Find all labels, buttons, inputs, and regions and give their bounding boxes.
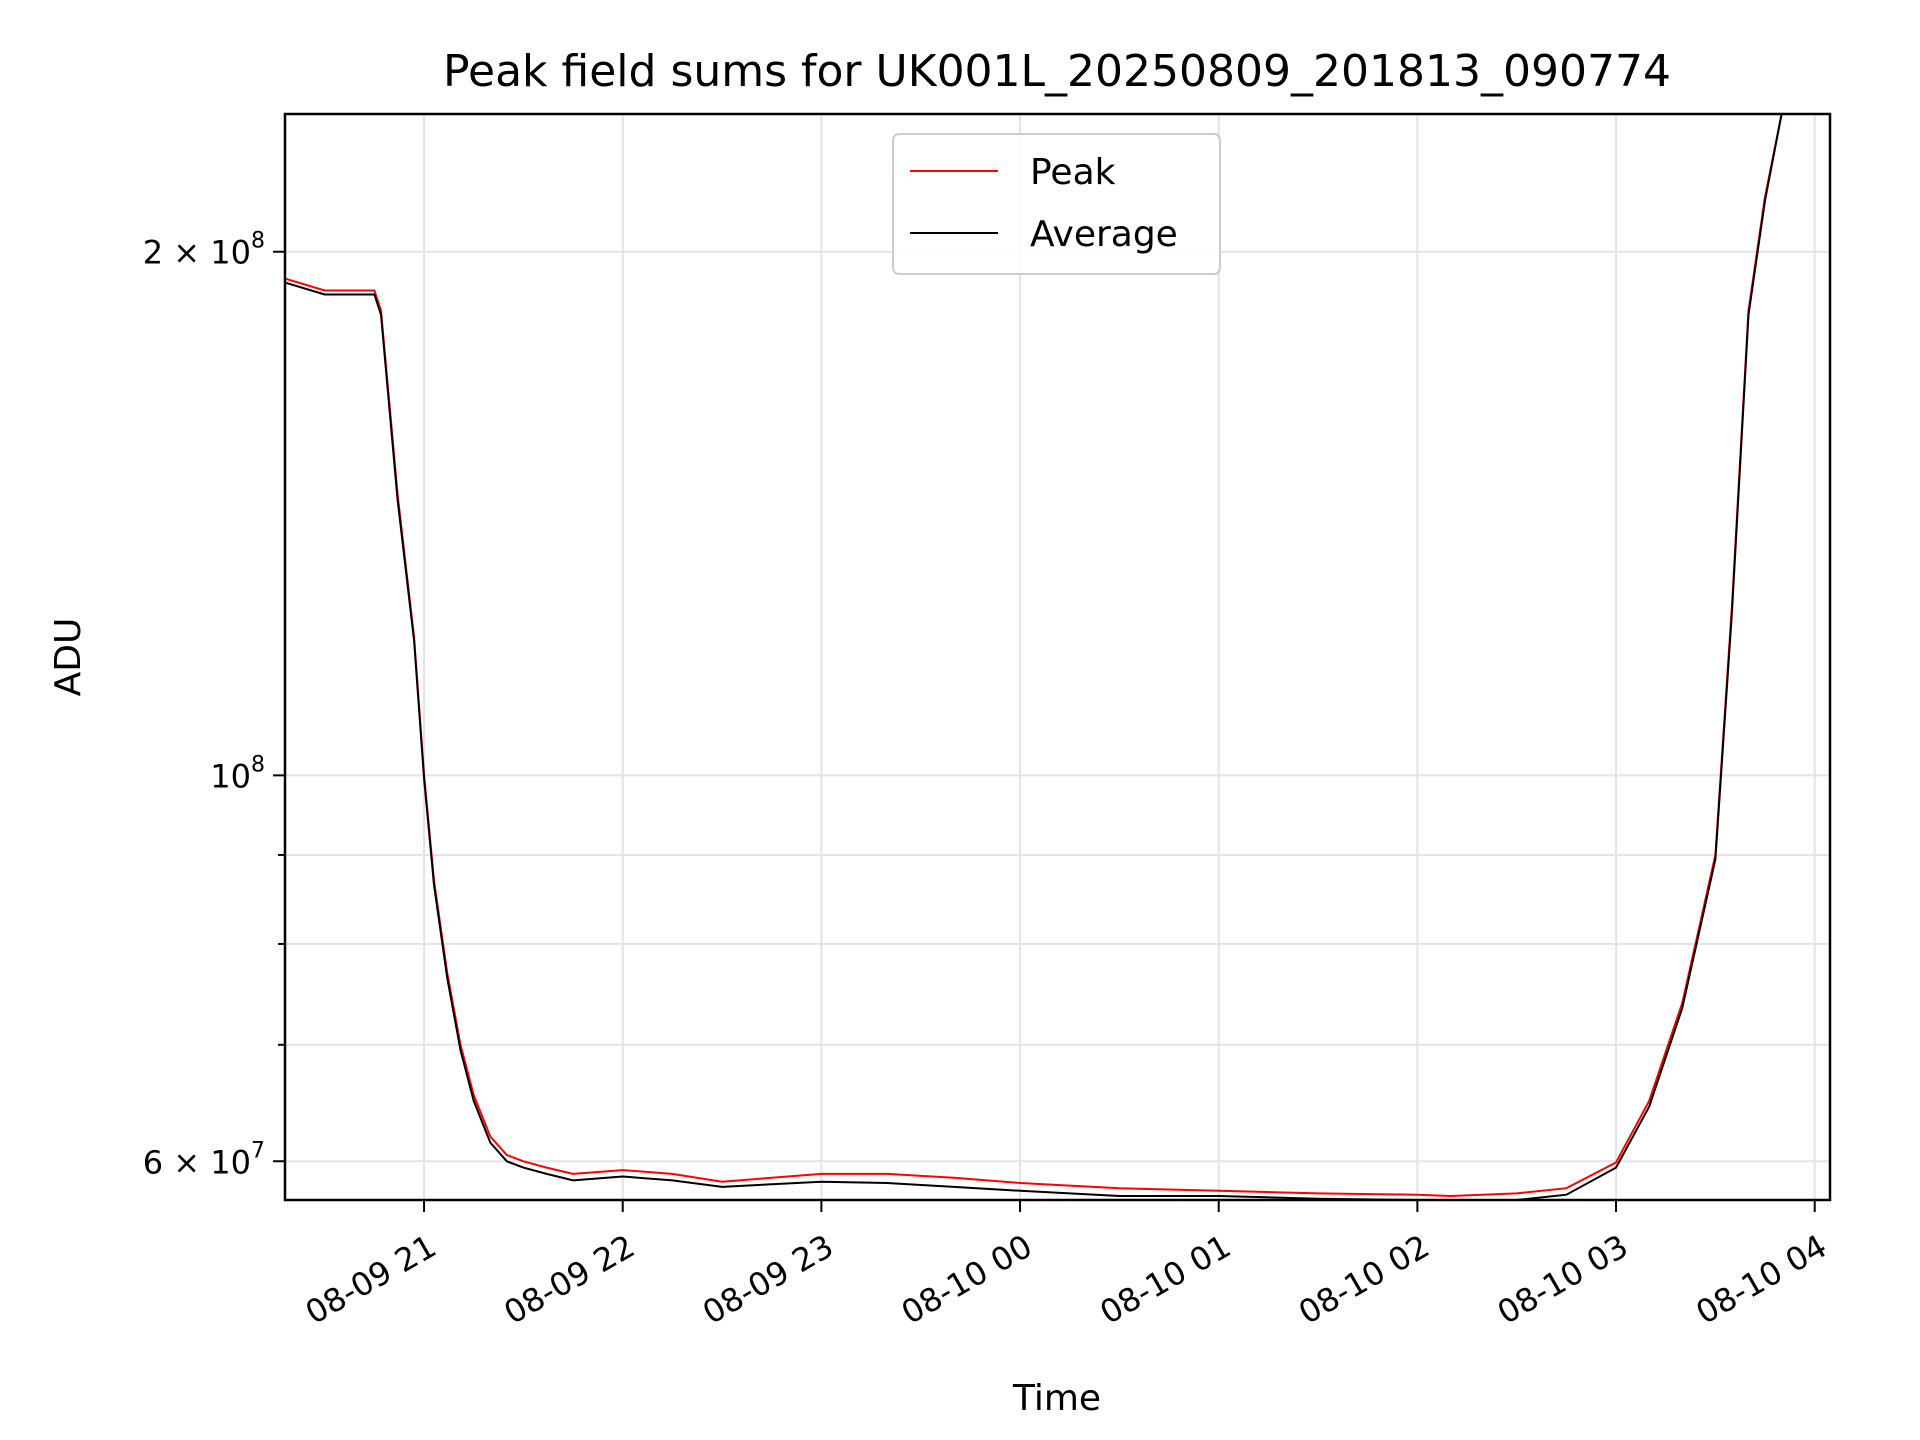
legend-label-peak: Peak — [1030, 152, 1116, 193]
x-tick-label: 08-10 04 — [1690, 1227, 1834, 1332]
x-tick-label: 08-09 23 — [696, 1227, 840, 1332]
y-tick-label-exponent: 8 — [251, 229, 265, 254]
x-tick-label: 08-10 03 — [1491, 1227, 1635, 1332]
x-tick-label: 08-09 22 — [498, 1227, 642, 1332]
y-tick-label-base: 2 × 10 — [143, 234, 251, 272]
y-tick-label-base: 10 — [210, 757, 251, 795]
plot-frame — [283, 112, 1832, 1202]
x-axis-label: Time — [1012, 1378, 1101, 1419]
y-tick-label: 6 × 107 — [143, 1138, 265, 1181]
y-tick-label: 108 — [210, 752, 265, 795]
legend: Peak Average — [892, 133, 1221, 275]
axes-ticks: 08-09 21 08-09 22 08-09 23 08-10 00 08-10 01… — [143, 229, 1833, 1332]
series-line-peak — [285, 114, 1799, 1198]
legend-label-average: Average — [1030, 214, 1178, 255]
chart-title: Peak field sums for UK001L_20250809_2018… — [443, 46, 1671, 97]
x-tick-label: 08-10 00 — [895, 1227, 1039, 1332]
x-tick-label: 08-10 01 — [1094, 1227, 1238, 1332]
series-line-average — [285, 114, 1799, 1200]
y-tick-label-exponent: 8 — [251, 752, 265, 777]
x-tick-label: 08-10 02 — [1292, 1227, 1436, 1332]
y-tick-label-base: 6 × 10 — [143, 1143, 251, 1181]
y-axis-label: ADU — [48, 618, 89, 697]
grid — [285, 114, 1830, 1200]
y-tick-label: 2 × 108 — [143, 229, 265, 272]
x-tick-label: 08-09 21 — [299, 1227, 443, 1332]
legend-box — [892, 133, 1221, 275]
plot-area — [285, 114, 1799, 1200]
y-tick-label-exponent: 7 — [251, 1138, 265, 1163]
